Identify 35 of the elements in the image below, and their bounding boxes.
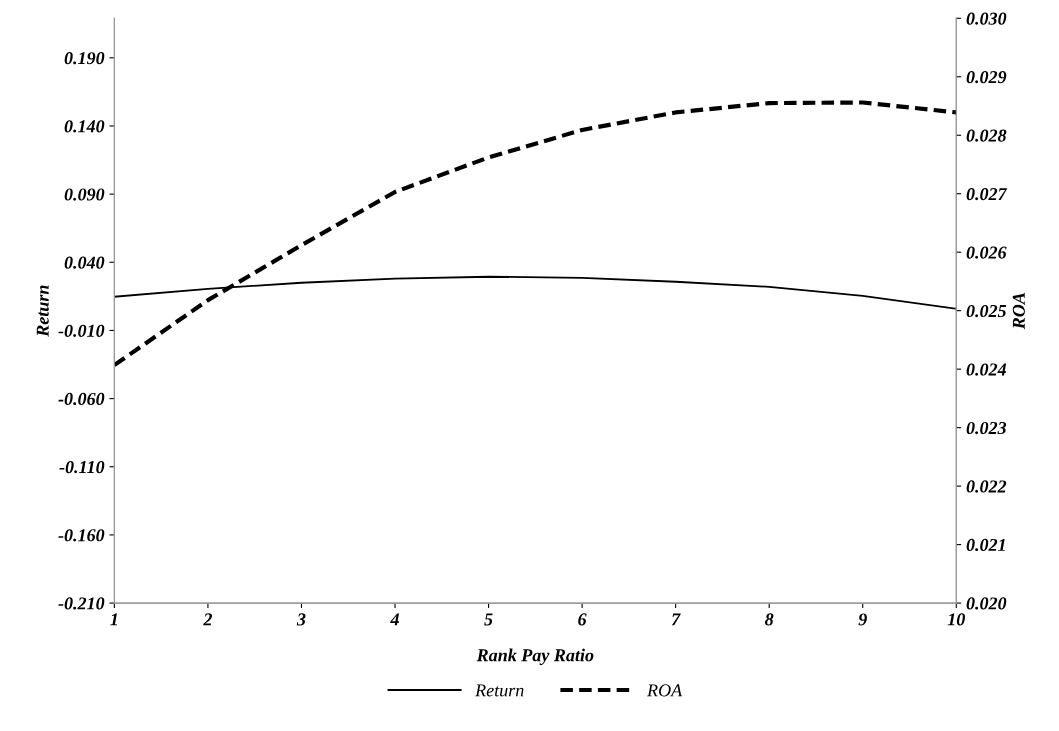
x-axis-title: Rank Pay Ratio — [476, 648, 594, 666]
y2-tick-label: 0.029 — [966, 71, 1007, 84]
y-tick-label: -0.010 — [58, 324, 105, 337]
legend-label: ROA — [646, 684, 683, 697]
y-tick-label: -0.110 — [59, 461, 105, 474]
y2-tick-label: 0.021 — [966, 538, 1005, 552]
x-tick-label: 10 — [947, 613, 965, 626]
x-tick-label: 8 — [765, 613, 774, 626]
x-tick-label: 7 — [671, 613, 681, 626]
x-tick-label: 5 — [484, 613, 493, 626]
x-tick-label: 9 — [858, 613, 867, 626]
y-tick-label: 0.090 — [64, 188, 105, 201]
y2-tick-label: 0.027 — [966, 187, 1008, 201]
legend-label: Return — [475, 684, 524, 697]
x-tick-label: 1 — [110, 613, 118, 626]
y2-tick-label: 0.022 — [966, 480, 1007, 493]
y2-axis-title: ROA — [1012, 292, 1025, 330]
y-tick-label: -0.210 — [58, 597, 105, 610]
y2-tick-label: 0.024 — [966, 363, 1007, 376]
y-tick-label: 0.040 — [64, 256, 105, 269]
y2-tick-label: 0.030 — [966, 12, 1007, 25]
y2-tick-label: 0.025 — [966, 304, 1007, 318]
y-tick-label: 0.140 — [64, 120, 105, 133]
x-tick-label: 4 — [390, 613, 399, 626]
y-tick-label: -0.160 — [58, 529, 105, 542]
y2-tick-label: 0.026 — [966, 246, 1007, 259]
y-tick-label: -0.060 — [58, 392, 105, 406]
y-axis-title: Return — [36, 285, 49, 337]
y-tick-label: 0.190 — [64, 52, 105, 65]
y2-tick-label: 0.023 — [966, 421, 1007, 435]
x-tick-label: 6 — [578, 613, 587, 626]
x-tick-label: 2 — [203, 613, 213, 626]
x-tick-label: 3 — [296, 613, 306, 626]
y2-tick-label: 0.020 — [966, 597, 1007, 610]
y2-tick-label: 0.028 — [966, 129, 1007, 142]
